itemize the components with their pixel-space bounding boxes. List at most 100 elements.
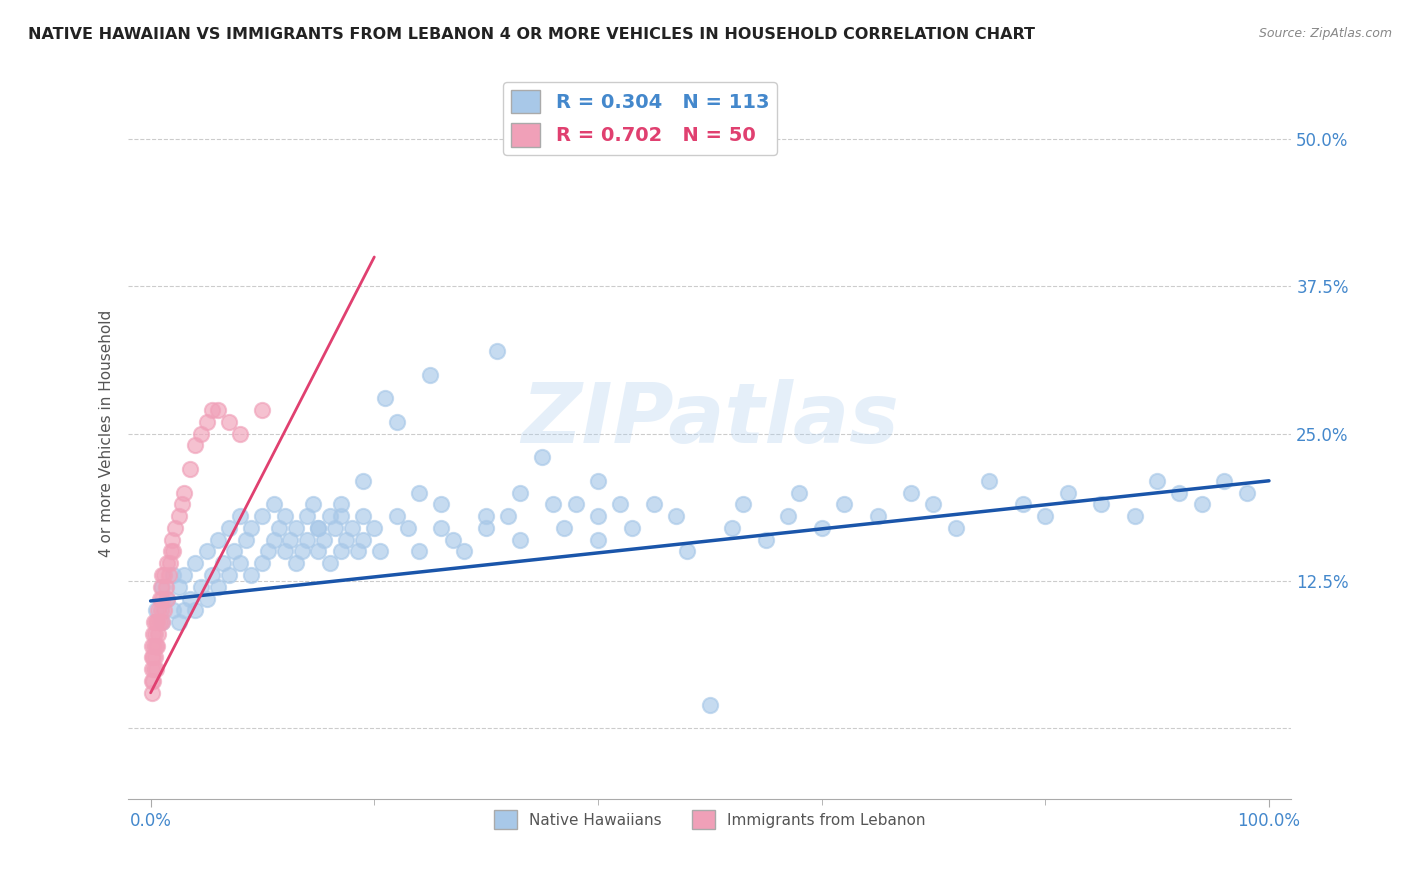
Point	[252, 556, 274, 570]
Point	[368, 544, 391, 558]
Point	[263, 497, 285, 511]
Point	[1123, 509, 1146, 524]
Point	[148, 603, 170, 617]
Point	[156, 591, 179, 606]
Point	[156, 591, 179, 606]
Text: NATIVE HAWAIIAN VS IMMIGRANTS FROM LEBANON 4 OR MORE VEHICLES IN HOUSEHOLD CORRE: NATIVE HAWAIIAN VS IMMIGRANTS FROM LEBAN…	[28, 27, 1035, 42]
Point	[143, 627, 166, 641]
Point	[142, 673, 165, 688]
Point	[280, 533, 302, 547]
Point	[195, 544, 218, 558]
Point	[374, 392, 396, 406]
Point	[159, 556, 181, 570]
Point	[453, 544, 475, 558]
Point	[586, 533, 609, 547]
Point	[170, 497, 193, 511]
Point	[157, 568, 180, 582]
Point	[509, 533, 531, 547]
Point	[755, 533, 778, 547]
Point	[141, 639, 163, 653]
Point	[832, 497, 855, 511]
Point	[1168, 485, 1191, 500]
Point	[787, 485, 810, 500]
Point	[156, 556, 179, 570]
Point	[586, 474, 609, 488]
Point	[553, 521, 575, 535]
Point	[329, 497, 352, 511]
Point	[1213, 474, 1236, 488]
Point	[363, 521, 385, 535]
Point	[307, 521, 329, 535]
Point	[167, 580, 190, 594]
Point	[150, 580, 173, 594]
Point	[329, 509, 352, 524]
Point	[475, 521, 498, 535]
Point	[162, 568, 184, 582]
Point	[142, 627, 165, 641]
Point	[141, 673, 163, 688]
Point	[1033, 509, 1056, 524]
Point	[810, 521, 832, 535]
Point	[541, 497, 564, 511]
Point	[149, 603, 172, 617]
Point	[179, 462, 201, 476]
Point	[160, 533, 183, 547]
Point	[531, 450, 554, 465]
Point	[1012, 497, 1035, 511]
Point	[150, 615, 173, 629]
Legend: Native Hawaiians, Immigrants from Lebanon: Native Hawaiians, Immigrants from Lebano…	[488, 805, 932, 835]
Point	[307, 544, 329, 558]
Point	[263, 533, 285, 547]
Point	[153, 603, 176, 617]
Point	[150, 568, 173, 582]
Point	[257, 544, 280, 558]
Text: ZIPatlas: ZIPatlas	[520, 378, 898, 459]
Point	[312, 533, 335, 547]
Point	[167, 509, 190, 524]
Point	[733, 497, 755, 511]
Point	[285, 521, 308, 535]
Point	[900, 485, 922, 500]
Point	[430, 497, 453, 511]
Point	[318, 509, 340, 524]
Point	[145, 603, 167, 617]
Point	[218, 415, 240, 429]
Point	[721, 521, 744, 535]
Point	[165, 521, 187, 535]
Point	[301, 497, 323, 511]
Point	[142, 650, 165, 665]
Point	[352, 509, 374, 524]
Point	[441, 533, 464, 547]
Point	[148, 627, 170, 641]
Point	[229, 426, 252, 441]
Point	[329, 544, 352, 558]
Point	[218, 521, 240, 535]
Point	[179, 591, 201, 606]
Point	[408, 485, 430, 500]
Point	[148, 615, 170, 629]
Point	[184, 438, 207, 452]
Point	[643, 497, 665, 511]
Point	[498, 509, 520, 524]
Point	[143, 639, 166, 653]
Point	[486, 344, 509, 359]
Text: Source: ZipAtlas.com: Source: ZipAtlas.com	[1258, 27, 1392, 40]
Point	[143, 650, 166, 665]
Point	[295, 509, 318, 524]
Point	[945, 521, 967, 535]
Point	[143, 615, 166, 629]
Point	[252, 509, 274, 524]
Point	[162, 544, 184, 558]
Point	[148, 591, 170, 606]
Point	[352, 474, 374, 488]
Point	[586, 509, 609, 524]
Point	[385, 415, 408, 429]
Point	[229, 556, 252, 570]
Point	[201, 568, 224, 582]
Point	[295, 533, 318, 547]
Point	[291, 544, 314, 558]
Point	[207, 580, 229, 594]
Point	[269, 521, 291, 535]
Point	[609, 497, 631, 511]
Point	[665, 509, 688, 524]
